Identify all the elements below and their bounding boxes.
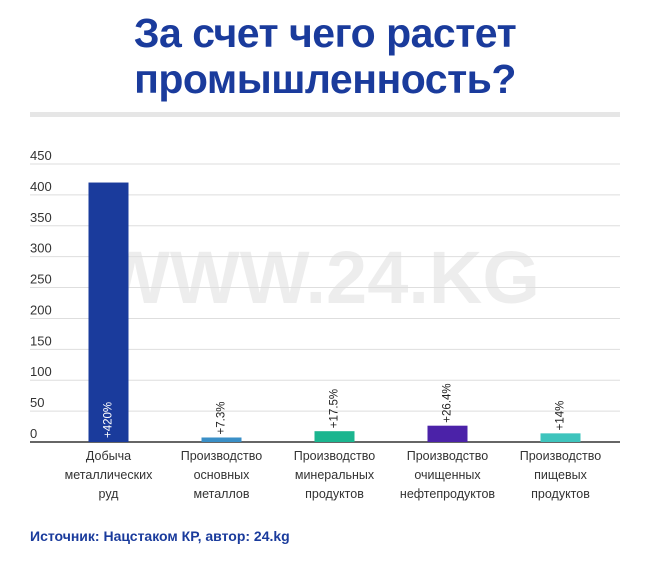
bar [88,182,129,443]
x-tick-label: Производство основных металлов [181,449,263,501]
data-label: +26.4% [442,383,454,422]
title-line-1: За счет чего растет [133,10,517,56]
source-note: Источник: Нацстаком КР, автор: 24.kg [30,528,290,544]
bar [314,431,355,442]
y-tick-label: 450 [30,148,52,163]
bar-chart: WWW.24.KG 0 50 100 150 200 250 300 350 400 450 +4… [30,148,620,501]
x-tick-label: Добыча металлических руд [65,449,153,501]
y-tick-label: 100 [30,364,52,379]
y-tick-label: 200 [30,302,52,317]
title-divider [30,112,620,117]
title-line-2: промышленность? [134,56,516,102]
y-tick-label: 350 [30,210,52,225]
bar [540,433,581,442]
bar [201,437,242,442]
y-tick-label: 300 [30,241,52,256]
chart-title: За счет чего растет промышленность? [0,10,650,102]
y-tick-label: 250 [30,272,52,287]
x-tick-label: Производство пищевых продуктов [520,449,602,501]
watermark: WWW.24.KG [100,236,540,319]
x-tick-label: Производство минеральных продуктов [294,449,376,501]
data-label: +17.5% [329,389,341,428]
y-tick-label: 0 [30,426,37,441]
bar [427,425,468,442]
y-tick-label: 400 [30,179,52,194]
data-label: +7.3% [216,402,228,435]
x-tick-label: Производство очищенных нефтепродуктов [400,449,495,501]
y-tick-label: 150 [30,333,52,348]
data-label: +14% [555,401,567,431]
data-label: +420% [103,402,115,438]
y-tick-label: 50 [30,395,44,410]
